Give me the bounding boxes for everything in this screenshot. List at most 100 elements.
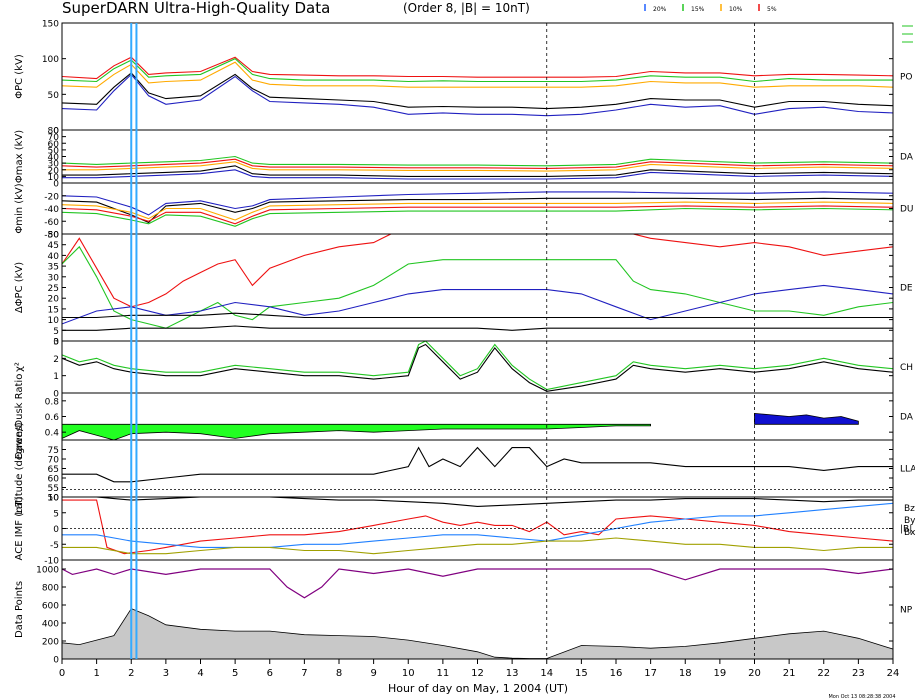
y-axis-label-phi_min: Φmin (kV) <box>14 183 25 233</box>
series-line-0 <box>62 191 893 216</box>
x-tick-label: 16 <box>610 668 623 679</box>
y-tick-label: 10 <box>48 316 60 326</box>
y-tick-label: -5 <box>50 541 59 551</box>
panel-imf: Bz By Bx -10 -5 0 5 10 ACE IMF (nT) |B| <box>14 494 915 567</box>
x-tick-label: 9 <box>370 668 376 679</box>
y-tick-label: -10 <box>44 557 59 567</box>
panel-phi_pc: 0 50 100 150 ΦPC (kV) PO <box>14 20 913 137</box>
y-tick-label: 0 <box>53 338 59 348</box>
right-label-data_points: NP <box>900 606 913 616</box>
y-tick-label: 80 <box>48 127 60 137</box>
panel-series-latitude <box>62 446 893 483</box>
series-area-0 <box>62 423 651 440</box>
y-tick-label: 0.8 <box>45 397 60 407</box>
x-tick-label: 7 <box>301 668 307 679</box>
x-tick-label: 2 <box>128 668 134 679</box>
x-tick-label: 21 <box>783 668 796 679</box>
right-label-phi_pc: PO <box>900 73 913 83</box>
imf-component-Bz: Bz <box>904 504 915 514</box>
y-tick-label: 30 <box>48 160 60 170</box>
series-line-3 <box>62 205 893 225</box>
series-line-3 <box>62 312 893 319</box>
x-tick-label: 0 <box>59 668 65 679</box>
x-tick-label: 17 <box>644 668 657 679</box>
y-tick-label: 800 <box>42 584 59 594</box>
right-label-dawn_dusk_ratio: DA <box>900 413 914 423</box>
panel-series-dawn_dusk_ratio <box>62 412 859 440</box>
y-tick-label: 10 <box>48 173 60 183</box>
chart-subtitle: (Order 8, |B| = 10nT) <box>403 1 530 15</box>
x-tick-label: 24 <box>887 668 900 679</box>
time-markers <box>130 23 755 659</box>
y-tick-label: 20 <box>48 295 60 305</box>
series-line-2 <box>62 502 893 548</box>
y-tick-label: 45 <box>48 241 59 251</box>
right-label-phi_max: DA <box>900 153 914 163</box>
y-tick-label: 25 <box>48 284 59 294</box>
x-tick-label: 4 <box>197 668 203 679</box>
y-tick-label: 15 <box>48 305 59 315</box>
y-tick-label: 10 <box>48 494 60 504</box>
y-tick-label: 0.6 <box>45 413 60 423</box>
x-tick-label: 6 <box>267 668 273 679</box>
y-tick-label: 2 <box>53 355 59 365</box>
y-tick-label: 50 <box>48 231 60 241</box>
series-line-2 <box>62 61 893 88</box>
legend: 20% 15% 10% 5% <box>644 4 913 43</box>
series-line-0 <box>62 446 893 483</box>
x-tick-label: 23 <box>852 668 865 679</box>
y-tick-label: 1000 <box>36 566 59 576</box>
series-line-1 <box>62 343 893 392</box>
y-tick-label: 50 <box>48 494 60 504</box>
y-tick-label: 50 <box>48 91 60 101</box>
x-tick-label: 15 <box>575 668 588 679</box>
panel-series-phi_min <box>62 191 893 227</box>
y-axis-label-phi_max: Φmax (kV) <box>14 130 25 183</box>
y-tick-label: 0 <box>53 525 59 535</box>
imf-component-By: By <box>904 516 915 526</box>
series-area-0 <box>62 608 893 659</box>
panel-frame <box>61 439 894 498</box>
panel-series-imf <box>62 497 893 555</box>
series-line-0 <box>62 234 893 308</box>
x-tick-label: 20 <box>748 668 761 679</box>
y-tick-label: -80 <box>44 231 59 241</box>
panel-series-chi_squared <box>62 341 893 392</box>
panel-frame <box>61 129 894 184</box>
x-tick-label: 22 <box>817 668 830 679</box>
x-tick-label: 5 <box>232 668 238 679</box>
series-line-0 <box>62 56 893 80</box>
y-tick-label: 40 <box>48 252 60 262</box>
y-tick-label: 70 <box>48 133 60 143</box>
x-tick-label: 13 <box>506 668 519 679</box>
panel-chi_squared: 0 1 2 3 χ² CH <box>14 338 913 400</box>
right-label-delta_phi_pc: DE <box>900 284 913 294</box>
panel-dawn_dusk_ratio: 0.4 0.6 0.8 Dawn/Dusk Ratio DA <box>14 374 914 460</box>
panel-series-data_points <box>62 568 893 659</box>
y-tick-label: 200 <box>42 638 59 648</box>
y-tick-label: 20 <box>48 166 60 176</box>
y-tick-label: 150 <box>42 20 59 30</box>
series-area-1 <box>754 412 859 425</box>
y-tick-label: 100 <box>42 55 59 65</box>
series-line-4 <box>62 169 893 180</box>
legend-label-1: 15% <box>691 6 705 13</box>
right-label-chi_squared: CH <box>900 363 913 373</box>
y-tick-label: 40 <box>48 153 60 163</box>
y-tick-label: 75 <box>48 446 59 456</box>
series-line-1 <box>62 245 893 329</box>
x-tick-label: 11 <box>437 668 450 679</box>
series-line-1 <box>62 197 893 224</box>
right-label-phi_min: DU <box>900 205 914 215</box>
series-line-0 <box>62 497 893 507</box>
series-line-1 <box>62 58 893 83</box>
series-line-4 <box>62 325 893 331</box>
y-tick-label: 400 <box>42 620 59 630</box>
y-axis-label-imf: ACE IMF (nT) <box>14 496 25 560</box>
chart-title: SuperDARN Ultra-High-Quality Data <box>62 0 330 17</box>
y-tick-label: 50 <box>48 146 60 156</box>
panel-frame <box>61 233 894 342</box>
y-tick-label: 65 <box>48 465 59 475</box>
